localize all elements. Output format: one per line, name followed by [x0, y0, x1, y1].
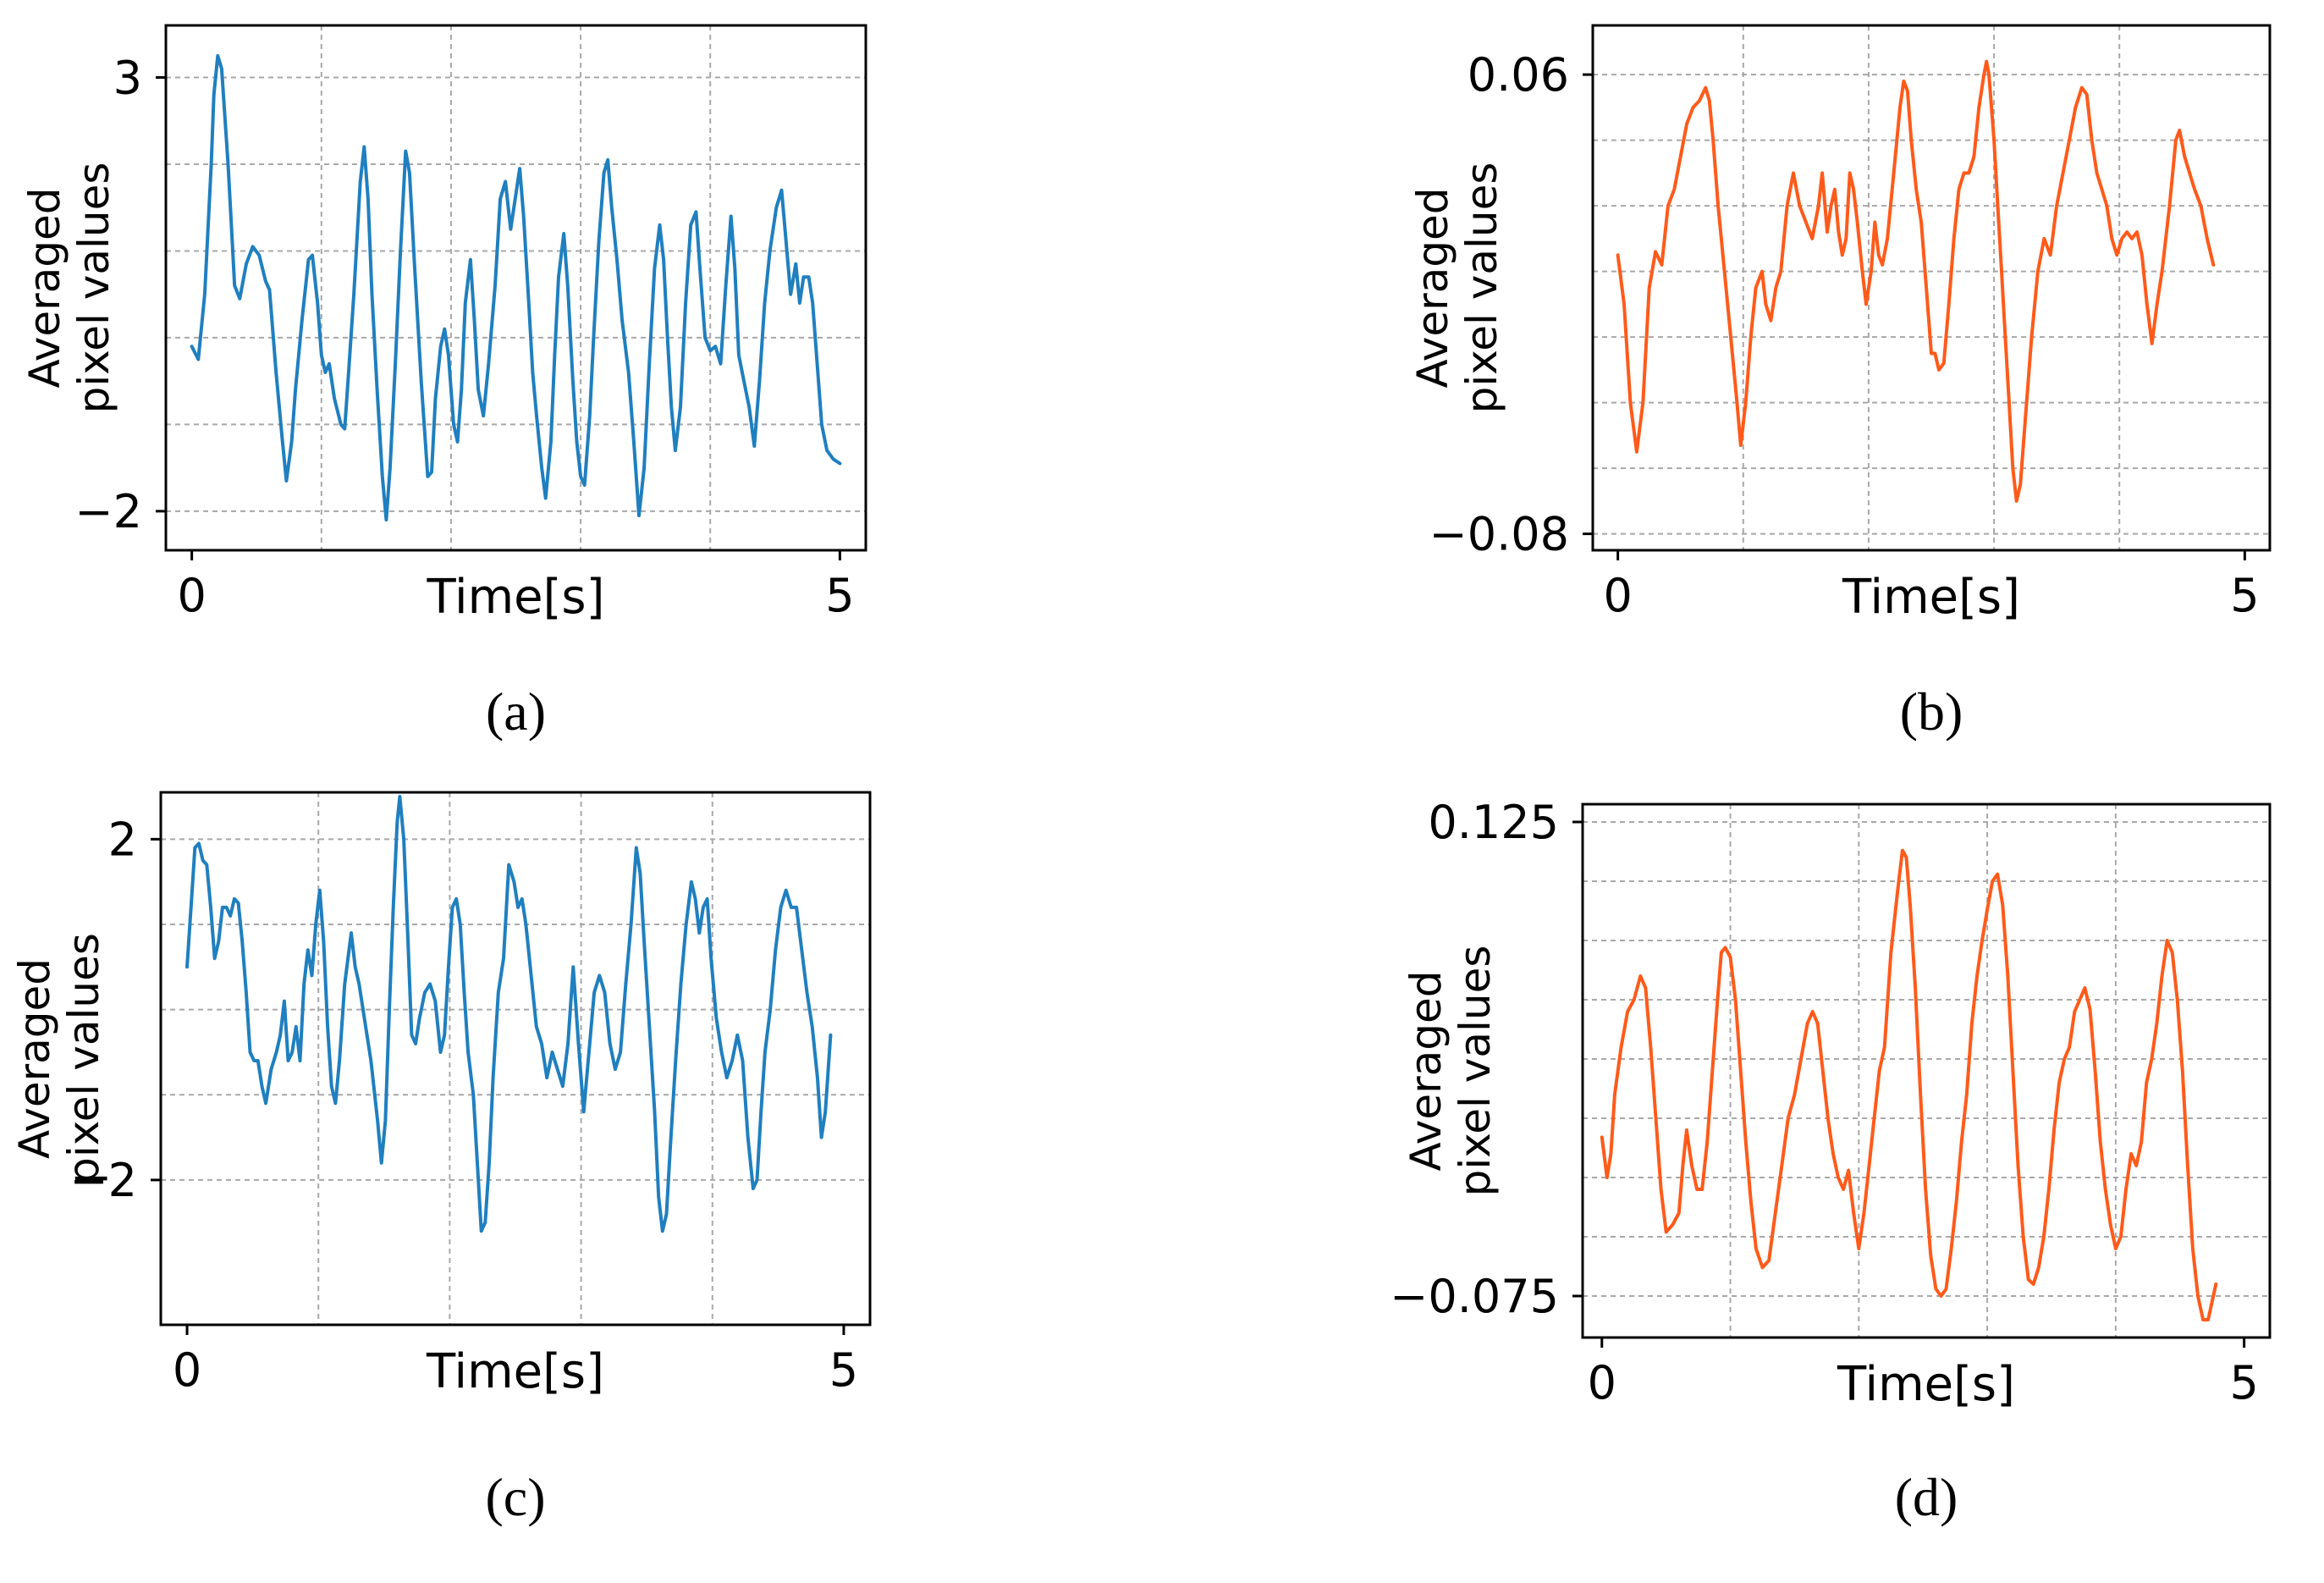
x-tick-label: 0 [1603, 569, 1632, 622]
y-tick-label: 0.06 [1468, 48, 1569, 102]
y-tick-label: −2 [74, 485, 142, 538]
x-tick-label: 5 [825, 569, 854, 622]
x-axis-label: Time[s] [1837, 1357, 2015, 1412]
chart-panel-b: 0 5 0.06 −0.08 Time[s] Averagedpixel values (b… [1408, 24, 2272, 742]
x-axis-label: Time[s] [1842, 570, 2020, 625]
y-axis-label: Averagedpixel values [1402, 946, 1500, 1197]
y-tick-label: −0.08 [1429, 508, 1569, 561]
plot-frame [1581, 803, 2272, 1339]
x-axis-label: Time[s] [427, 570, 605, 625]
panel-caption: (b) [1900, 681, 1963, 742]
y-axis-label-line: Averaged [10, 958, 59, 1159]
y-tick-label: 2 [108, 813, 137, 866]
series-line [1600, 848, 2218, 1321]
x-tick-label: 0 [173, 1343, 201, 1397]
y-axis-label-line: pixel values [1457, 163, 1506, 414]
plot-frame [164, 24, 867, 552]
y-axis-label-line: pixel values [59, 933, 108, 1184]
y-axis-label-line: Averaged [20, 187, 69, 388]
chart-panel-c: 0 5 2 −2 Time[s] Averagedpixel values (c) [10, 791, 872, 1527]
y-axis-label: Averagedpixel values [1408, 163, 1506, 414]
series-line [1616, 59, 2216, 503]
series-line [185, 795, 833, 1233]
y-tick-label: −0.075 [1390, 1270, 1559, 1323]
series-line [190, 53, 842, 522]
chart-panel-d: 0 5 0.125 −0.075 Time[s] Averagedpixel values… [1390, 796, 2272, 1527]
panel-caption: (c) [485, 1467, 545, 1527]
panel-caption: (d) [1895, 1467, 1958, 1527]
y-axis-label: Averagedpixel values [10, 933, 108, 1184]
y-tick-label: 3 [113, 51, 142, 104]
plot-frame [1591, 24, 2272, 552]
x-tick-label: 0 [177, 569, 206, 622]
y-tick-label: 0.125 [1428, 796, 1559, 849]
x-axis-label: Time[s] [426, 1344, 604, 1399]
plot-frame [159, 791, 872, 1327]
x-tick-label: 0 [1588, 1356, 1616, 1409]
y-axis-label-line: Averaged [1402, 970, 1451, 1171]
y-tick-label: −2 [69, 1154, 137, 1207]
panel-caption: (a) [486, 681, 546, 742]
x-tick-label: 5 [829, 1343, 858, 1397]
y-axis-label: Averagedpixel values [20, 163, 118, 414]
y-axis-label-line: pixel values [69, 163, 118, 414]
y-axis-label-line: Averaged [1408, 187, 1457, 388]
x-tick-label: 5 [2230, 569, 2259, 622]
y-axis-label-line: pixel values [1451, 946, 1500, 1197]
x-tick-label: 5 [2229, 1356, 2258, 1409]
chart-panel-a: 0 5 3 −2 Time[s] Averagedpixel values (a) [20, 24, 867, 742]
